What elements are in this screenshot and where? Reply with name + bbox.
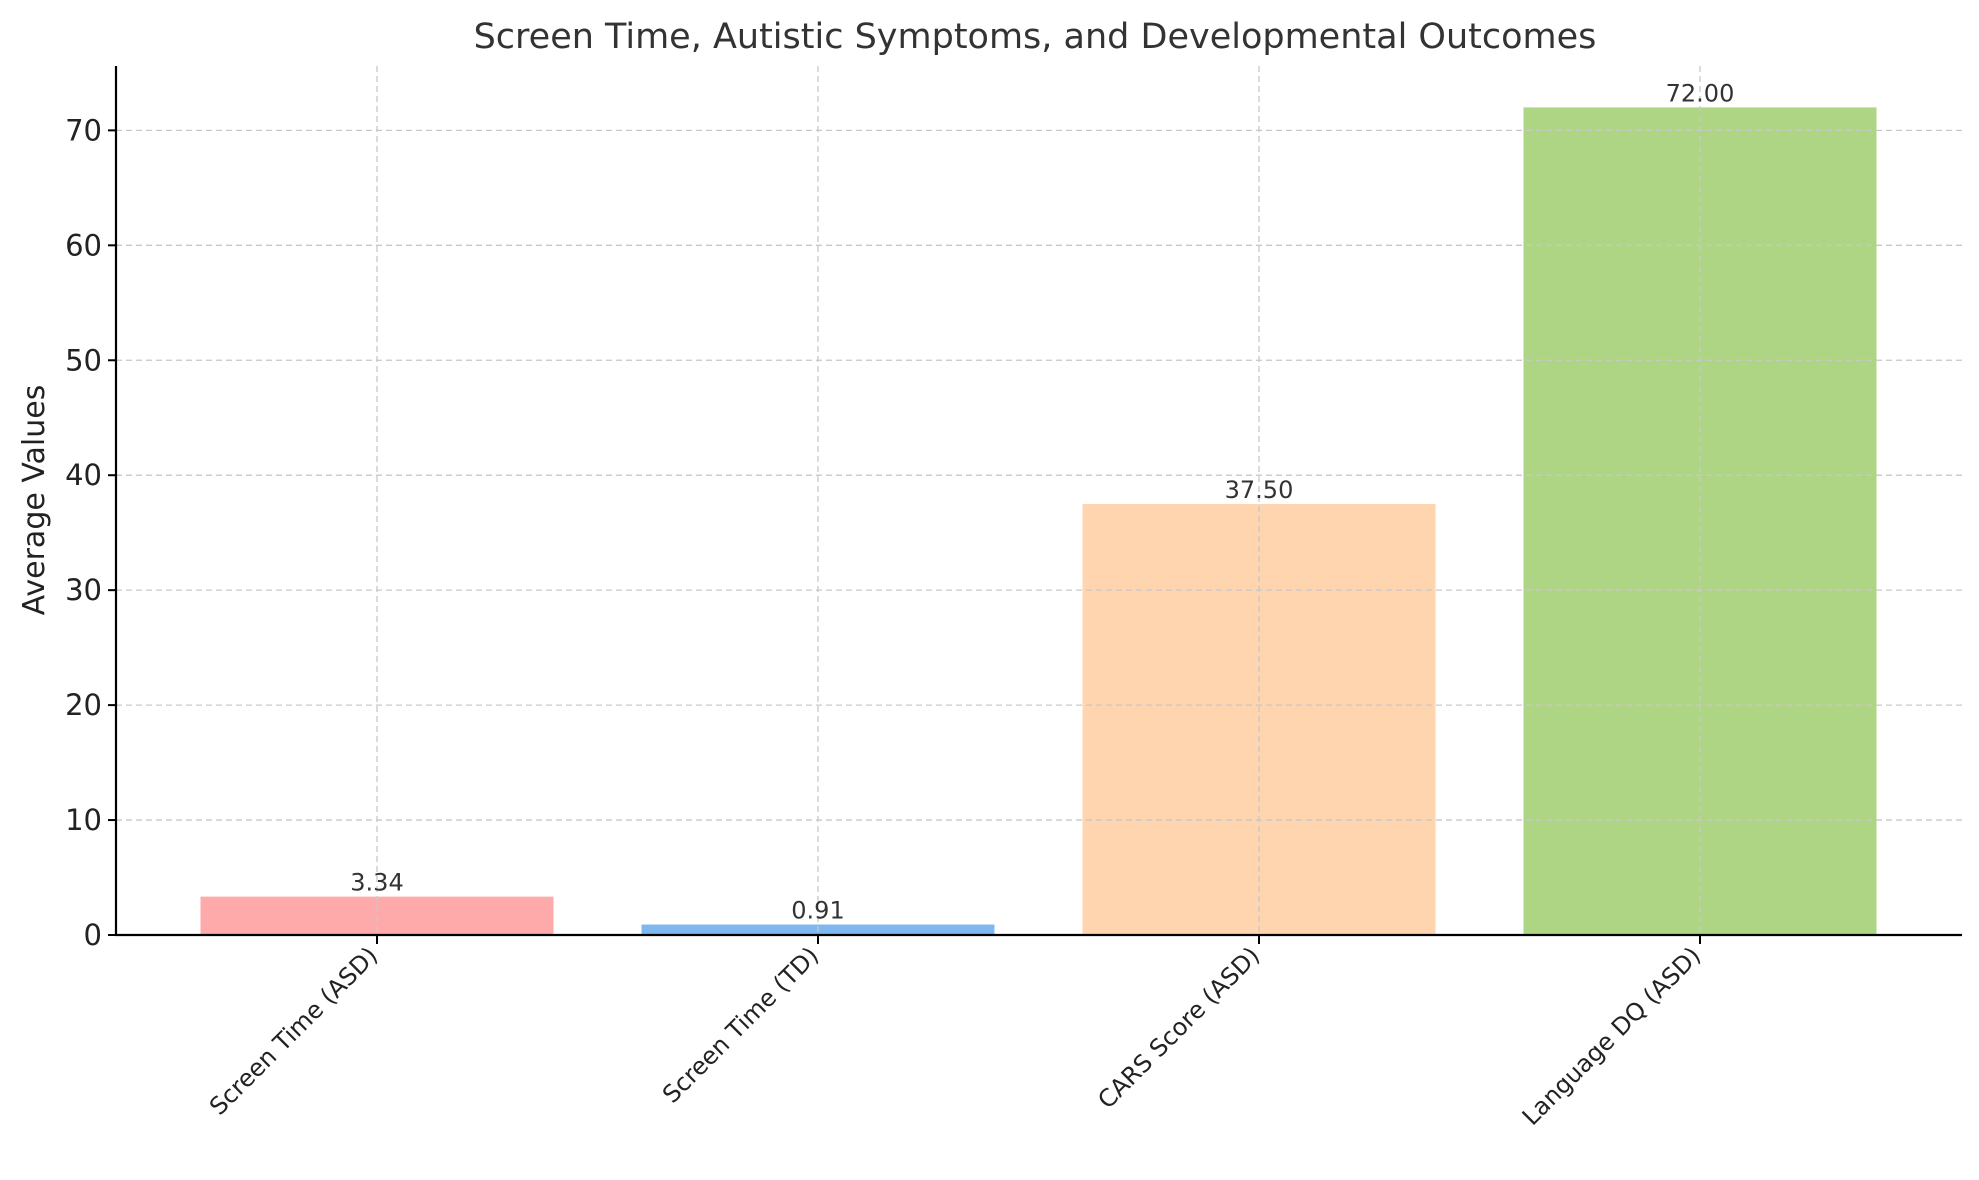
y-tick-label-2: 20	[65, 688, 102, 722]
y-tick-label-7: 70	[65, 113, 102, 147]
x-tick-label-0: Screen Time (ASD)	[204, 941, 383, 1120]
y-tick-label-1: 10	[65, 803, 102, 837]
y-tick-label-0: 0	[84, 918, 102, 952]
x-tick-label-3: Language DQ (ASD)	[1517, 941, 1706, 1130]
labels: 0 10 20 30 40 50 60 70 Screen Time (ASD) Screen T…	[65, 79, 1734, 1131]
y-axis-label: Average Values	[17, 385, 52, 616]
x-tick-label-2: CARS Score (ASD)	[1092, 941, 1265, 1114]
chart-title: Screen Time, Autistic Symptoms, and Deve…	[474, 17, 1597, 57]
y-tick-label-5: 50	[65, 343, 102, 377]
y-tick-label-4: 40	[65, 458, 102, 492]
data-label-0: 3.34	[350, 869, 403, 897]
y-tick-label-6: 60	[65, 228, 102, 262]
data-label-1: 0.91	[791, 897, 844, 925]
bars	[200, 107, 1877, 935]
axes	[108, 66, 1962, 944]
data-label-2: 37.50	[1225, 476, 1294, 504]
y-tick-label-3: 30	[65, 573, 102, 607]
grid	[116, 66, 1962, 935]
x-tick-label-1: Screen Time (TD)	[657, 941, 824, 1108]
data-label-3: 72.00	[1666, 79, 1735, 107]
